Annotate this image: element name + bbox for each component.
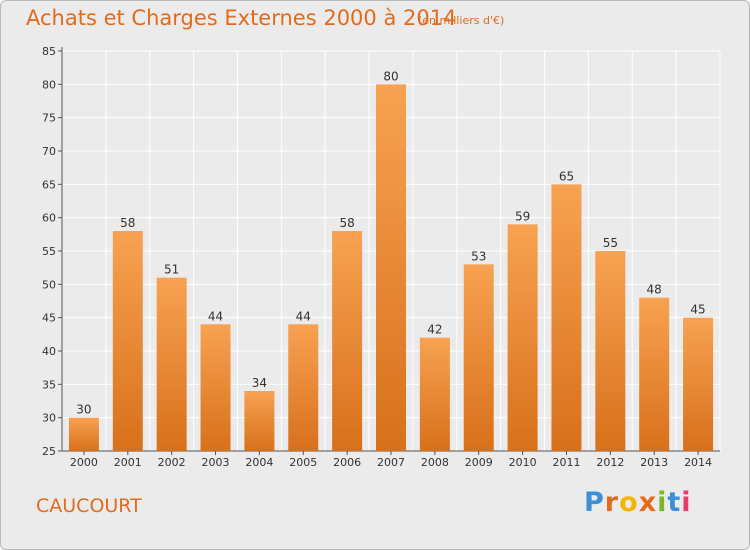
x-tick-label: 2009	[465, 456, 493, 469]
data-label: 80	[383, 69, 398, 83]
y-tick-label: 35	[42, 378, 56, 391]
x-tick-label: 2005	[289, 456, 317, 469]
chart-title: Achats et Charges Externes 2000 à 2014	[26, 6, 457, 30]
x-tick-label: 2007	[377, 456, 405, 469]
x-tick-label: 2014	[684, 456, 712, 469]
bar	[639, 297, 670, 451]
y-tick-label: 65	[42, 178, 56, 191]
bar	[463, 264, 494, 451]
data-label: 65	[559, 169, 574, 183]
y-tick-label: 75	[42, 112, 56, 125]
logo-letter: t	[667, 487, 682, 518]
logo-letter: r	[604, 487, 620, 518]
bar	[244, 391, 275, 451]
bar	[683, 317, 714, 451]
bar	[332, 231, 363, 451]
data-label: 34	[252, 376, 267, 390]
proxiti-logo: Proxiti	[584, 487, 692, 518]
logo-letter: P	[584, 487, 605, 518]
data-label: 44	[208, 309, 223, 323]
commune-name: CAUCOURT	[36, 495, 142, 517]
data-label: 58	[339, 216, 354, 230]
data-label: 30	[76, 403, 91, 417]
labels: 25 30 35 40 45 50 55 60 65 70 75 80 85 2000 30 2001 58 20…	[42, 45, 712, 469]
x-tick-label: 2006	[333, 456, 361, 469]
x-tick-label: 2001	[114, 456, 142, 469]
bar	[156, 277, 187, 451]
bar	[288, 324, 319, 451]
data-label: 53	[471, 249, 486, 263]
data-label: 48	[647, 283, 662, 297]
y-tick-label: 25	[42, 445, 56, 458]
y-tick-label: 30	[42, 412, 56, 425]
x-tick-label: 2012	[596, 456, 624, 469]
data-label: 58	[120, 216, 135, 230]
bar	[507, 224, 538, 451]
bar	[68, 417, 99, 451]
x-tick-label: 2008	[421, 456, 449, 469]
logo-letter: i	[681, 487, 692, 518]
x-tick-label: 2004	[245, 456, 273, 469]
x-tick-label: 2003	[202, 456, 230, 469]
data-label: 44	[296, 309, 311, 323]
data-label: 45	[690, 303, 705, 317]
y-tick-label: 50	[42, 278, 56, 291]
x-tick-label: 2011	[552, 456, 580, 469]
y-tick-label: 60	[42, 212, 56, 225]
data-label: 59	[515, 209, 530, 223]
data-label: 55	[603, 236, 618, 250]
y-tick-label: 85	[42, 45, 56, 58]
bar	[112, 231, 143, 451]
bar	[419, 337, 450, 451]
bar	[376, 84, 406, 451]
y-tick-label: 45	[42, 312, 56, 325]
chart-subtitle: (en milliers d'€)	[418, 14, 505, 27]
bar	[595, 251, 626, 451]
logo-letter: x	[638, 487, 658, 518]
x-tick-label: 2013	[640, 456, 668, 469]
bar	[551, 184, 582, 452]
bar	[200, 324, 231, 451]
y-tick-label: 80	[42, 78, 56, 91]
logo-letter: o	[619, 487, 639, 518]
bars	[68, 84, 714, 452]
x-tick-label: 2000	[70, 456, 98, 469]
x-tick-label: 2010	[509, 456, 537, 469]
y-tick-label: 70	[42, 145, 56, 158]
logo-letter: i	[657, 487, 668, 518]
y-tick-label: 55	[42, 245, 56, 258]
y-tick-label: 40	[42, 345, 56, 358]
x-tick-label: 2002	[158, 456, 186, 469]
data-label: 51	[164, 263, 179, 277]
data-label: 42	[427, 323, 442, 337]
